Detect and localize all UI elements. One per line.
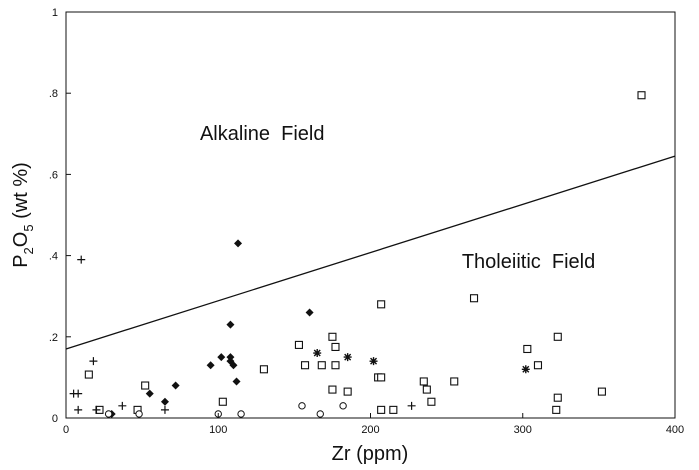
- data-point-diamond: [145, 389, 154, 398]
- field-label: Alkaline Field: [200, 123, 325, 145]
- data-point-square: [637, 91, 646, 100]
- y-axis-title: P2O5 (wt %): [10, 162, 36, 268]
- data-point-square: [343, 387, 352, 396]
- y-axis-ticks: 0 .2 .4 .6 .8 1: [49, 7, 71, 425]
- data-point-circle: [339, 402, 347, 410]
- data-point-star: [521, 365, 530, 374]
- data-point-square: [377, 300, 386, 309]
- data-point-diamond: [229, 361, 238, 370]
- data-point-square: [450, 377, 459, 386]
- data-point-diamond: [160, 397, 169, 406]
- data-point-diamond: [305, 308, 314, 317]
- data-point-diamond: [217, 353, 226, 362]
- x-tick-label: 300: [514, 424, 532, 436]
- data-point-square: [523, 344, 532, 354]
- y-tick-label: .6: [49, 169, 58, 181]
- data-point-diamond: [226, 320, 235, 329]
- data-point-square: [259, 365, 268, 374]
- data-point-star: [369, 357, 378, 366]
- data-point-square: [218, 397, 227, 406]
- data-point-square: [553, 332, 562, 341]
- data-points-group: [69, 91, 646, 418]
- data-point-square: [377, 373, 386, 382]
- data-point-star: [343, 353, 352, 362]
- x-tick-label: 0: [63, 424, 69, 436]
- data-point-circle: [135, 410, 143, 418]
- data-point-square: [597, 387, 606, 396]
- data-point-square: [331, 361, 340, 370]
- x-tick-label: 100: [209, 424, 227, 436]
- data-point-square: [317, 361, 326, 370]
- data-point-plus: [74, 389, 83, 398]
- data-point-circle: [298, 402, 306, 410]
- data-point-plus: [92, 405, 101, 414]
- data-point-plus: [118, 401, 127, 410]
- data-point-plus: [160, 405, 169, 414]
- y-tick-label: .8: [49, 88, 58, 100]
- boundary-line-group: [65, 155, 676, 350]
- data-point-diamond: [234, 239, 243, 248]
- data-point-square: [84, 370, 93, 379]
- data-point-square: [328, 385, 337, 394]
- data-point-square: [469, 294, 479, 303]
- data-point-square: [377, 405, 386, 414]
- plot-frame: [65, 11, 676, 419]
- x-tick-label: 200: [361, 424, 379, 436]
- data-point-plus: [89, 357, 98, 366]
- data-point-plus: [407, 401, 416, 410]
- field-annotations: Alkaline Field Tholeiitic Field: [200, 123, 595, 273]
- data-point-diamond: [206, 361, 215, 370]
- data-point-diamond: [226, 353, 235, 362]
- data-point-square: [141, 381, 150, 390]
- data-point-square: [331, 342, 340, 352]
- data-point-square: [328, 332, 337, 341]
- alkaline-tholeiitic-boundary-line: [65, 155, 676, 350]
- data-point-star: [313, 349, 322, 358]
- data-point-square: [419, 377, 428, 386]
- data-point-plus: [74, 405, 83, 414]
- data-point-diamond: [232, 377, 241, 386]
- data-point-square: [294, 340, 303, 349]
- data-point-square: [533, 361, 543, 370]
- x-axis-title: Zr (ppm): [332, 443, 409, 465]
- data-point-square: [552, 405, 561, 414]
- y-tick-label: .4: [49, 251, 58, 263]
- data-point-square: [389, 405, 398, 414]
- data-point-square: [300, 361, 310, 370]
- y-tick-label: .2: [49, 332, 58, 344]
- data-point-square: [427, 397, 436, 406]
- x-tick-label: 400: [666, 424, 684, 436]
- data-point-square: [422, 385, 431, 394]
- data-point-diamond: [171, 381, 180, 390]
- data-point-square: [553, 393, 562, 402]
- y-tick-label: 0: [52, 413, 58, 425]
- data-point-plus: [77, 255, 86, 264]
- data-point-circle: [237, 410, 245, 418]
- data-point-circle: [316, 410, 324, 418]
- field-label: Tholeiitic Field: [462, 251, 595, 273]
- data-point-circle: [104, 410, 113, 418]
- x-axis-ticks: 0 100 200 300 400: [63, 413, 684, 436]
- y-tick-label: 1: [52, 7, 58, 19]
